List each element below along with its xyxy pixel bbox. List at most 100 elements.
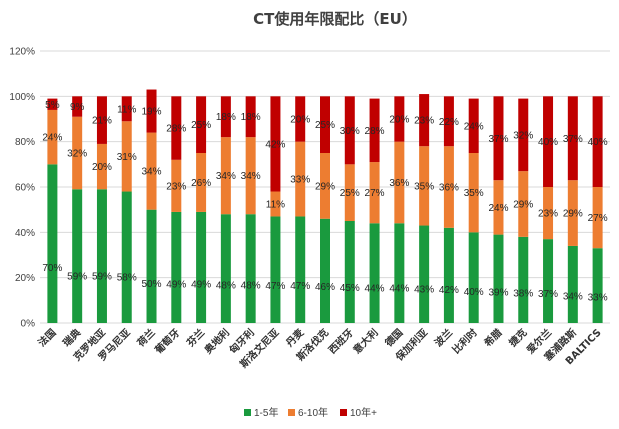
y-tick-label: 40% — [15, 228, 35, 239]
data-label: 36% — [439, 183, 459, 194]
data-label: 42% — [265, 139, 285, 150]
data-label: 47% — [290, 281, 310, 292]
data-label: 23% — [538, 209, 558, 220]
bar-segment-2 — [245, 137, 256, 215]
bars — [47, 89, 603, 323]
legend-swatch — [288, 409, 295, 416]
data-label: 35% — [414, 181, 434, 192]
bar-segment-2 — [394, 141, 405, 224]
data-label: 11% — [117, 104, 136, 115]
bar-segment-3 — [344, 96, 355, 165]
data-label: 50% — [142, 279, 162, 290]
bar-segment-1 — [121, 191, 132, 323]
y-tick-label: 60% — [15, 183, 35, 194]
x-tick-label: 瑞典 — [60, 326, 83, 349]
bar-segment-1 — [295, 216, 306, 323]
data-label: 34% — [142, 167, 162, 178]
bar-segment-1 — [96, 189, 107, 323]
bar-segment-3 — [72, 96, 83, 117]
legend: 1-5年 6-10年 10年+ — [244, 406, 377, 419]
bar-segment-3 — [394, 96, 405, 142]
bar-segment-3 — [419, 94, 430, 147]
legend-swatch — [340, 409, 347, 416]
data-label: 25% — [340, 188, 360, 199]
bar-segment-1 — [493, 234, 504, 323]
data-label: 23% — [414, 116, 434, 127]
data-label: 49% — [191, 280, 211, 291]
data-label: 29% — [513, 200, 533, 211]
data-label: 70% — [42, 263, 62, 274]
data-label: 36% — [389, 178, 409, 189]
data-label: 28% — [166, 124, 186, 135]
data-label: 32% — [513, 130, 533, 141]
data-label: 46% — [315, 282, 335, 293]
bar-segment-2 — [493, 180, 504, 235]
bar-segment-3 — [443, 96, 454, 147]
data-label: 35% — [464, 188, 484, 199]
data-label: 22% — [439, 117, 459, 128]
bar-segment-3 — [96, 96, 107, 144]
x-tick-label: 德国 — [381, 326, 405, 350]
x-tick-label: 捷克 — [506, 326, 529, 349]
x-tick-label: 芬兰 — [183, 326, 207, 350]
bar-segment-2 — [96, 143, 107, 190]
data-label: 29% — [563, 209, 583, 220]
bar-segment-3 — [295, 96, 306, 142]
bar-segment-1 — [468, 232, 479, 323]
y-axis-ticks: 0% 20% 40% 60% 80% 100% 120% — [9, 47, 35, 330]
x-tick-label: 荷兰 — [134, 326, 158, 350]
x-tick-label: 西班牙 — [325, 326, 355, 356]
data-label: 48% — [216, 280, 236, 291]
bar-segment-2 — [270, 191, 281, 217]
bar-segment-2 — [146, 132, 157, 210]
data-label: 30% — [340, 126, 360, 137]
bar-segment-1 — [146, 209, 157, 323]
data-label: 43% — [414, 284, 434, 295]
y-tick-label: 100% — [9, 92, 35, 103]
x-tick-label: 希腊 — [481, 326, 505, 350]
bar-segment-2 — [567, 180, 578, 246]
data-label: 18% — [216, 112, 236, 123]
data-label: 33% — [588, 292, 608, 303]
y-tick-label: 120% — [9, 47, 35, 58]
bar-segment-3 — [47, 98, 58, 110]
data-labels: 70% 24% 5% 59% 32% 9% 59% 20% 21% 58% 31% 11% 50% 34%… — [42, 100, 607, 304]
data-label: 48% — [241, 280, 261, 291]
bar-segment-3 — [369, 98, 380, 163]
data-label: 40% — [464, 287, 484, 298]
data-label: 5% — [45, 100, 60, 111]
bar-segment-1 — [344, 221, 355, 323]
bar-segment-1 — [47, 164, 58, 323]
bar-segment-1 — [567, 245, 578, 323]
data-label: 44% — [389, 284, 409, 295]
data-label: 34% — [241, 171, 261, 182]
x-tick-label: 意大利 — [350, 326, 380, 356]
bar-segment-1 — [320, 218, 330, 323]
legend-label: 6-10年 — [298, 406, 328, 419]
bar-segment-1 — [543, 239, 554, 323]
data-label: 29% — [315, 181, 335, 192]
y-tick-label: 80% — [15, 137, 35, 148]
data-label: 47% — [265, 281, 285, 292]
data-label: 31% — [117, 152, 137, 163]
bar-segment-3 — [468, 98, 479, 153]
y-tick-label: 20% — [15, 273, 35, 284]
data-label: 32% — [67, 149, 87, 160]
data-label: 59% — [92, 272, 112, 283]
bar-segment-3 — [121, 96, 132, 122]
data-label: 20% — [92, 162, 112, 173]
bar-segment-1 — [518, 236, 529, 323]
data-label: 25% — [191, 120, 211, 131]
legend-label: 1-5年 — [254, 406, 278, 419]
legend-label: 10年+ — [350, 406, 377, 419]
bar-segment-3 — [320, 96, 330, 153]
bar-segment-2 — [47, 109, 58, 165]
bar-segment-2 — [419, 146, 430, 226]
x-tick-label: 波兰 — [432, 326, 455, 349]
data-label: 11% — [266, 200, 285, 211]
bar-segment-2 — [220, 137, 231, 215]
x-tick-label: 比利时 — [449, 326, 479, 356]
